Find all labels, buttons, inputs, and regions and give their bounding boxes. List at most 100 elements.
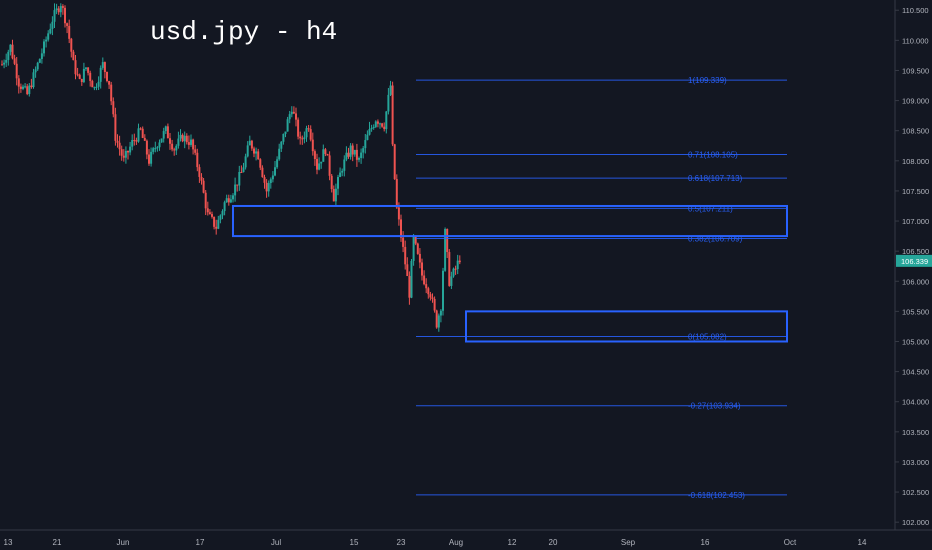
y-tick-label: 108.000 <box>902 157 929 166</box>
lower-zone[interactable] <box>465 310 788 343</box>
candle-body <box>292 111 295 114</box>
x-tick-label: 15 <box>350 538 359 547</box>
y-tick-label: 103.000 <box>902 458 929 467</box>
candle-body <box>276 159 279 168</box>
candle-body <box>95 86 98 88</box>
candle-body <box>1 64 3 66</box>
candle-body <box>383 126 386 130</box>
candle-body <box>164 126 167 132</box>
candle-body <box>137 128 140 142</box>
chart-title: usd.jpy - h4 <box>150 17 337 47</box>
candle-body <box>257 151 260 160</box>
candle-body <box>286 119 289 132</box>
candle-body <box>402 237 405 247</box>
candle-body <box>324 149 327 154</box>
x-tick-label: 20 <box>549 538 558 547</box>
candle-body <box>99 67 102 82</box>
fib-level-label: -0.27(103.934) <box>688 402 741 411</box>
candle-body <box>358 157 360 160</box>
candle-body <box>118 142 121 150</box>
y-tick-label: 109.500 <box>902 66 929 75</box>
x-axis[interactable]: 13 21 Jun 17 Jul 15 23 Aug 12 20 Sep 16 Oct 14 <box>4 538 867 547</box>
candle-body <box>70 38 73 52</box>
candle-body <box>166 126 169 139</box>
candle-body <box>326 153 329 156</box>
candle-body <box>295 113 297 120</box>
candle-body <box>427 288 430 295</box>
fib-level-label: 1(109.339) <box>688 76 727 85</box>
candle-body <box>297 119 300 137</box>
x-tick-label: 23 <box>397 538 406 547</box>
candle-body <box>446 229 449 253</box>
candle-body <box>211 214 213 217</box>
candle-body <box>11 44 14 59</box>
candle-body <box>259 159 262 168</box>
x-tick-label: 17 <box>196 538 205 547</box>
y-axis[interactable]: 102.000 102.500 103.000 103.500 104.000 104.5… <box>895 6 929 527</box>
upper-zone[interactable] <box>232 204 788 238</box>
candle-body <box>246 145 249 157</box>
candle-body <box>40 53 43 59</box>
candle-body <box>278 148 281 160</box>
candle-body <box>45 39 48 42</box>
candle-body <box>61 6 64 8</box>
candle-body <box>267 183 270 192</box>
candle-body <box>274 167 276 176</box>
candle-body <box>391 85 394 145</box>
y-tick-label: 103.500 <box>902 428 929 437</box>
candle-body <box>190 139 192 145</box>
candle-body <box>290 111 293 115</box>
candle-body <box>320 161 323 164</box>
candle-body <box>7 51 10 60</box>
candle-body <box>213 216 216 227</box>
candle-body <box>376 121 379 124</box>
y-tick-label: 104.500 <box>902 368 929 377</box>
candle-body <box>49 28 52 34</box>
candle-body <box>91 80 94 88</box>
candle-body <box>454 268 457 270</box>
candle-body <box>55 8 58 11</box>
candle-body <box>242 167 245 173</box>
x-tick-label: Aug <box>449 538 463 547</box>
candle-body <box>244 156 247 168</box>
candle-body <box>120 149 123 156</box>
candle-body <box>53 10 56 22</box>
candle-body <box>372 126 375 129</box>
candle-body <box>229 199 232 203</box>
candle-body <box>263 177 266 183</box>
candle-body <box>341 170 344 173</box>
candle-body <box>217 219 220 229</box>
candle-body <box>271 175 274 180</box>
zones[interactable] <box>232 204 788 343</box>
candle-body <box>141 128 144 138</box>
candle-body <box>452 268 455 277</box>
y-tick-label: 107.000 <box>902 217 929 226</box>
candle-body <box>17 78 20 87</box>
x-tick-label: 16 <box>701 538 710 547</box>
candle-body <box>204 192 207 209</box>
candle-body <box>280 141 283 149</box>
candle-body <box>439 310 442 316</box>
candle-body <box>238 172 241 186</box>
candle-body <box>328 155 331 176</box>
candle-body <box>284 131 287 134</box>
candle-body <box>240 172 243 174</box>
x-tick-label: Sep <box>621 538 636 547</box>
candle-body <box>110 84 113 102</box>
candle-body <box>78 74 81 79</box>
candle-body <box>183 135 186 142</box>
candle-body <box>253 148 255 154</box>
candle-body <box>412 236 415 261</box>
fibonacci-levels[interactable]: 1(109.339) 0.71(108.105) 0.618(107.713) 0.5… <box>416 76 787 500</box>
candle-body <box>72 51 75 61</box>
candle-body <box>395 179 398 208</box>
candle-body <box>234 184 237 196</box>
candle-body <box>299 136 302 139</box>
last-price-badge-bg <box>896 254 932 267</box>
candle-body <box>114 114 117 141</box>
candle-body <box>400 219 402 238</box>
candles <box>1 3 461 332</box>
candle-body <box>303 137 306 140</box>
